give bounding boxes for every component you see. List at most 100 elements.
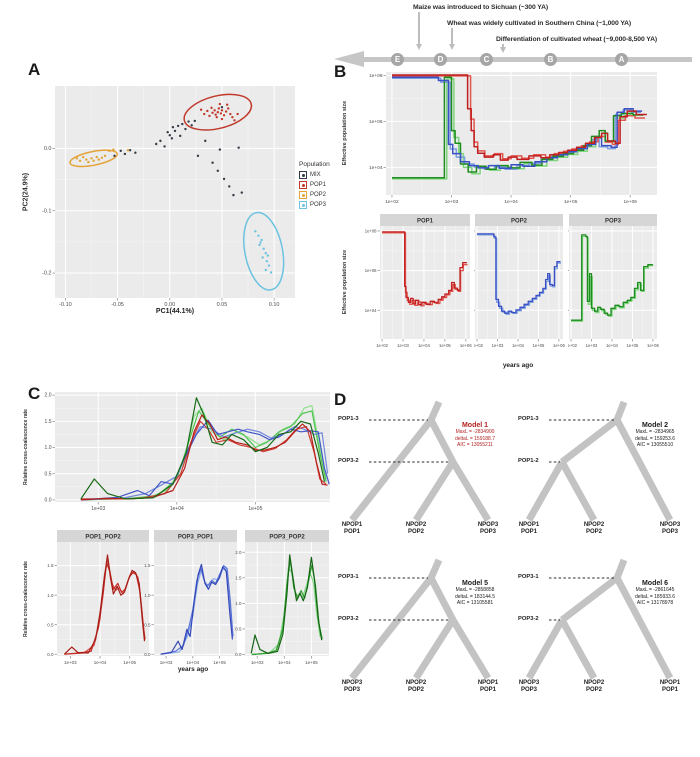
- pca-y-axis-label: PC2(24.9%): [22, 172, 30, 212]
- leaf-label: NPOP3 POP3: [659, 522, 681, 536]
- legend-item-pop2: POP2: [299, 191, 330, 199]
- mix-swatch-icon: [299, 171, 307, 179]
- svg-text:POP3: POP3: [605, 219, 622, 225]
- model-5-info: Model 5 MaxL = -2858858 deltaL = 183144.5…: [455, 580, 495, 606]
- svg-text:1e+06: 1e+06: [623, 199, 637, 205]
- svg-text:1e+05: 1e+05: [123, 660, 136, 665]
- model-1-tree-diagram: [349, 400, 491, 523]
- timeline-arrow-tip: [334, 51, 364, 67]
- population-legend: Population MIX POP1 POP2 POP3: [299, 161, 330, 211]
- svg-text:1e+03: 1e+03: [445, 199, 459, 205]
- svg-text:0.0: 0.0: [44, 146, 52, 152]
- svg-text:1e+08: 1e+08: [365, 229, 377, 234]
- svg-text:0.05: 0.05: [217, 302, 228, 308]
- timeline-event-maize: Maize was introduced to Sichuan (~300 YA…: [413, 4, 549, 11]
- legend-item-pop1: POP1: [299, 181, 330, 189]
- ne-pop3-facet-chart: 1e+02 1e+03 1e+04 1e+05 1e+06 POP3: [568, 214, 659, 348]
- split-label: POP3-2: [518, 616, 539, 622]
- svg-text:-0.10: -0.10: [59, 302, 72, 308]
- svg-text:0.5: 0.5: [47, 622, 54, 627]
- svg-text:1e+04: 1e+04: [512, 343, 524, 348]
- split-label: POP3-2: [338, 458, 359, 464]
- svg-text:POP3_POP2: POP3_POP2: [269, 535, 305, 541]
- svg-text:1e+06: 1e+06: [553, 343, 565, 348]
- model-6-block: POP3-1 POP3-2 NPOP3 POP3 NPOP2 POP2 NPOP1 P…: [516, 556, 700, 714]
- ccr-pop1-pop2-facet-chart: 1e+03 1e+04 1e+05 1.5 1.0 0.5 0.0 POP1_POP2: [47, 530, 149, 665]
- svg-text:1.0: 1.0: [45, 445, 52, 451]
- model-2-block: POP1-3 POP1-2 NPOP1 POP1 NPOP2 POP2 NPOP3 P…: [516, 398, 700, 556]
- svg-text:1e+04: 1e+04: [278, 660, 291, 665]
- panel-d-label: D: [334, 390, 347, 409]
- svg-text:1e+05: 1e+05: [564, 199, 578, 205]
- leaf-label: NPOP1 POP1: [341, 522, 363, 536]
- svg-text:1e+03: 1e+03: [64, 660, 77, 665]
- leaf-label: NPOP3 POP3: [518, 680, 540, 694]
- svg-text:1e+06: 1e+06: [365, 268, 377, 273]
- ccr-pop3-pop1-facet-chart: 1e+03 1e+04 1e+05 1.5 1.0 0.5 0.0 POP3_POP1: [144, 530, 237, 665]
- svg-text:1e+02: 1e+02: [376, 343, 388, 348]
- svg-text:0.10: 0.10: [269, 302, 280, 308]
- svg-text:1e+03: 1e+03: [251, 660, 264, 665]
- svg-text:1e+04: 1e+04: [504, 199, 518, 205]
- pop1-swatch-icon: [299, 181, 307, 189]
- svg-text:1e+04: 1e+04: [365, 308, 377, 313]
- ne-pop1-facet-chart: 1e+02 1e+03 1e+04 1e+05 1e+06 1e+04 1e+06 1e+08…: [365, 214, 472, 348]
- legend-item-mix: MIX: [299, 171, 330, 179]
- svg-text:1e+03: 1e+03: [397, 343, 409, 348]
- model-2-info: Model 2 MaxL = -2834965 deltaL = 159253.6…: [635, 422, 675, 448]
- svg-text:POP3_POP1: POP3_POP1: [178, 535, 214, 541]
- model-1-block: POP1-3 POP3-2 NPOP1 POP1 NPOP2 POP2 NPOP3 P…: [336, 398, 520, 556]
- timeline-bar: [360, 57, 692, 62]
- svg-text:1e+05: 1e+05: [248, 506, 262, 512]
- pca-x-axis-label: PC1(44.1%): [155, 308, 195, 315]
- ne-combined-chart: 1e+02 1e+03 1e+04 1e+05 1e+06 1e+04 1e+06 1e+08: [369, 72, 657, 205]
- svg-text:-0.1: -0.1: [42, 208, 51, 214]
- svg-text:1e+06: 1e+06: [460, 343, 472, 348]
- svg-text:0.0: 0.0: [235, 652, 242, 657]
- model-1-info: Model 1 MaxL = -2834900 deltaL = 159188.7…: [455, 422, 495, 448]
- svg-text:1e+06: 1e+06: [647, 343, 659, 348]
- split-label: POP3-1: [518, 574, 539, 580]
- svg-text:0.0: 0.0: [144, 652, 151, 657]
- svg-text:POP2: POP2: [511, 219, 528, 225]
- svg-text:POP1_POP2: POP1_POP2: [85, 535, 121, 541]
- timeline-marker-c: C: [480, 53, 493, 66]
- legend-title: Population: [299, 161, 330, 168]
- model-5-block: POP3-1 POP3-2 NPOP3 POP3 NPOP2 POP2 NPOP1 P…: [336, 556, 520, 714]
- svg-text:1.0: 1.0: [144, 593, 151, 598]
- ccr-combined-chart: 1e+03 1e+04 1e+05 0.0 0.5 1.0 1.5 2.0: [45, 392, 330, 512]
- svg-text:0.0: 0.0: [45, 498, 52, 504]
- ccr-x-axis-label: years ago: [177, 666, 209, 673]
- svg-text:1e+04: 1e+04: [418, 343, 430, 348]
- svg-text:1e+04: 1e+04: [369, 165, 383, 171]
- svg-text:1e+03: 1e+03: [586, 343, 598, 348]
- svg-text:1.5: 1.5: [144, 563, 151, 568]
- split-label: POP1-3: [518, 416, 539, 422]
- svg-text:1e+02: 1e+02: [474, 343, 484, 348]
- svg-text:0.5: 0.5: [235, 627, 242, 632]
- svg-text:1e+06: 1e+06: [369, 119, 383, 125]
- ne-facet-y-axis-label: Effective population size: [342, 249, 348, 315]
- timeline-event-differentiation: Differentiation of cultivated wheat (~9,…: [496, 36, 658, 43]
- leaf-label: NPOP2 POP2: [405, 680, 427, 694]
- split-label: POP1-3: [338, 416, 359, 422]
- svg-text:-0.2: -0.2: [42, 271, 51, 277]
- leaf-label: NPOP1 POP1: [477, 680, 499, 694]
- svg-text:POP1: POP1: [417, 219, 434, 225]
- svg-text:1.0: 1.0: [235, 601, 242, 606]
- svg-text:1.0: 1.0: [47, 593, 54, 598]
- ccr-pop3-pop2-facet-chart: 1e+03 1e+04 1e+05 2.0 1.5 1.0 0.5 0.0 POP3_POP2: [235, 530, 329, 665]
- svg-text:0.00: 0.00: [164, 302, 175, 308]
- ne-pop2-facet-chart: 1e+02 1e+03 1e+04 1e+05 1e+06 POP2: [474, 214, 565, 348]
- svg-text:1e+04: 1e+04: [94, 660, 107, 665]
- ccr-y-axis-label: Relative cross-coalescence rate: [23, 409, 29, 485]
- svg-text:1e+05: 1e+05: [627, 343, 639, 348]
- timeline-marker-d: D: [434, 53, 447, 66]
- down-arrow-icon: [448, 28, 455, 50]
- svg-text:1.5: 1.5: [47, 563, 54, 568]
- model-6-tree-diagram: [525, 558, 674, 680]
- ccr-facet-y-axis-label: Relative cross-coalescence rate: [23, 561, 29, 637]
- ne-y-axis-label: Effective population size: [342, 100, 348, 166]
- panel-a-label: A: [28, 60, 41, 79]
